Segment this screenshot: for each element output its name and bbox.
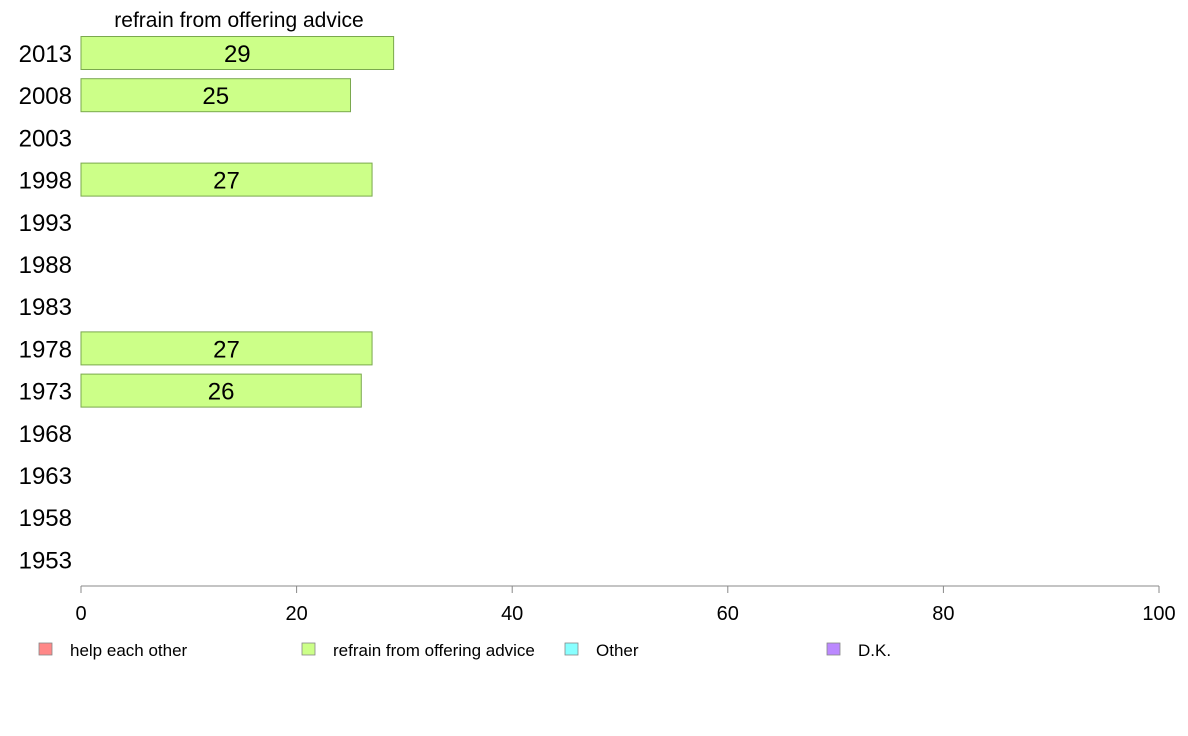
bar-value-label: 25 <box>202 83 229 110</box>
legend-label: Other <box>596 641 639 660</box>
category-label: 1978 <box>19 336 72 363</box>
x-tick-label: 80 <box>932 603 954 625</box>
legend-swatch <box>564 642 579 656</box>
legend-swatch <box>826 642 841 656</box>
category-label: 1968 <box>19 421 72 448</box>
legend: help each other refrain from offering adv… <box>38 641 891 660</box>
bar <box>80 36 395 70</box>
category-labels: 2013 2008 2003 1998 1993 1988 1983 1978 1973 1968… <box>19 41 72 574</box>
bar-value-label: 27 <box>213 168 240 195</box>
category-label: 2003 <box>19 125 72 152</box>
panel-title: refrain from offering advice <box>114 9 363 32</box>
legend-label: refrain from offering advice <box>333 641 535 660</box>
bar <box>80 373 362 408</box>
bar <box>80 162 373 197</box>
category-label: 2013 <box>19 41 72 68</box>
bar <box>80 331 373 366</box>
x-tick-label: 40 <box>501 603 523 625</box>
category-label: 1958 <box>19 505 72 532</box>
bar-value-label: 27 <box>213 336 240 363</box>
legend-label: help each other <box>70 641 188 660</box>
category-label: 1993 <box>19 210 72 237</box>
bar-value-label: 26 <box>208 379 235 406</box>
category-label: 1973 <box>19 379 72 406</box>
category-label: 1963 <box>19 463 72 490</box>
bar <box>80 78 351 113</box>
category-label: 1953 <box>19 547 72 574</box>
x-tick-label: 0 <box>75 603 86 625</box>
bar-value-labels: 29 25 27 27 26 <box>202 41 250 406</box>
category-label: 2008 <box>19 83 72 110</box>
x-axis: 0 20 40 60 80 100 <box>75 585 1176 625</box>
legend-label: D.K. <box>858 641 891 660</box>
bar-value-label: 29 <box>224 41 251 68</box>
legend-swatch <box>301 642 316 656</box>
category-label: 1998 <box>19 168 72 195</box>
x-tick-label: 60 <box>717 603 739 625</box>
legend-swatch <box>38 642 53 656</box>
x-tick-label: 100 <box>1142 603 1175 625</box>
category-label: 1983 <box>19 294 72 321</box>
x-tick-label: 20 <box>285 603 307 625</box>
category-label: 1988 <box>19 252 72 279</box>
bars <box>80 36 395 408</box>
